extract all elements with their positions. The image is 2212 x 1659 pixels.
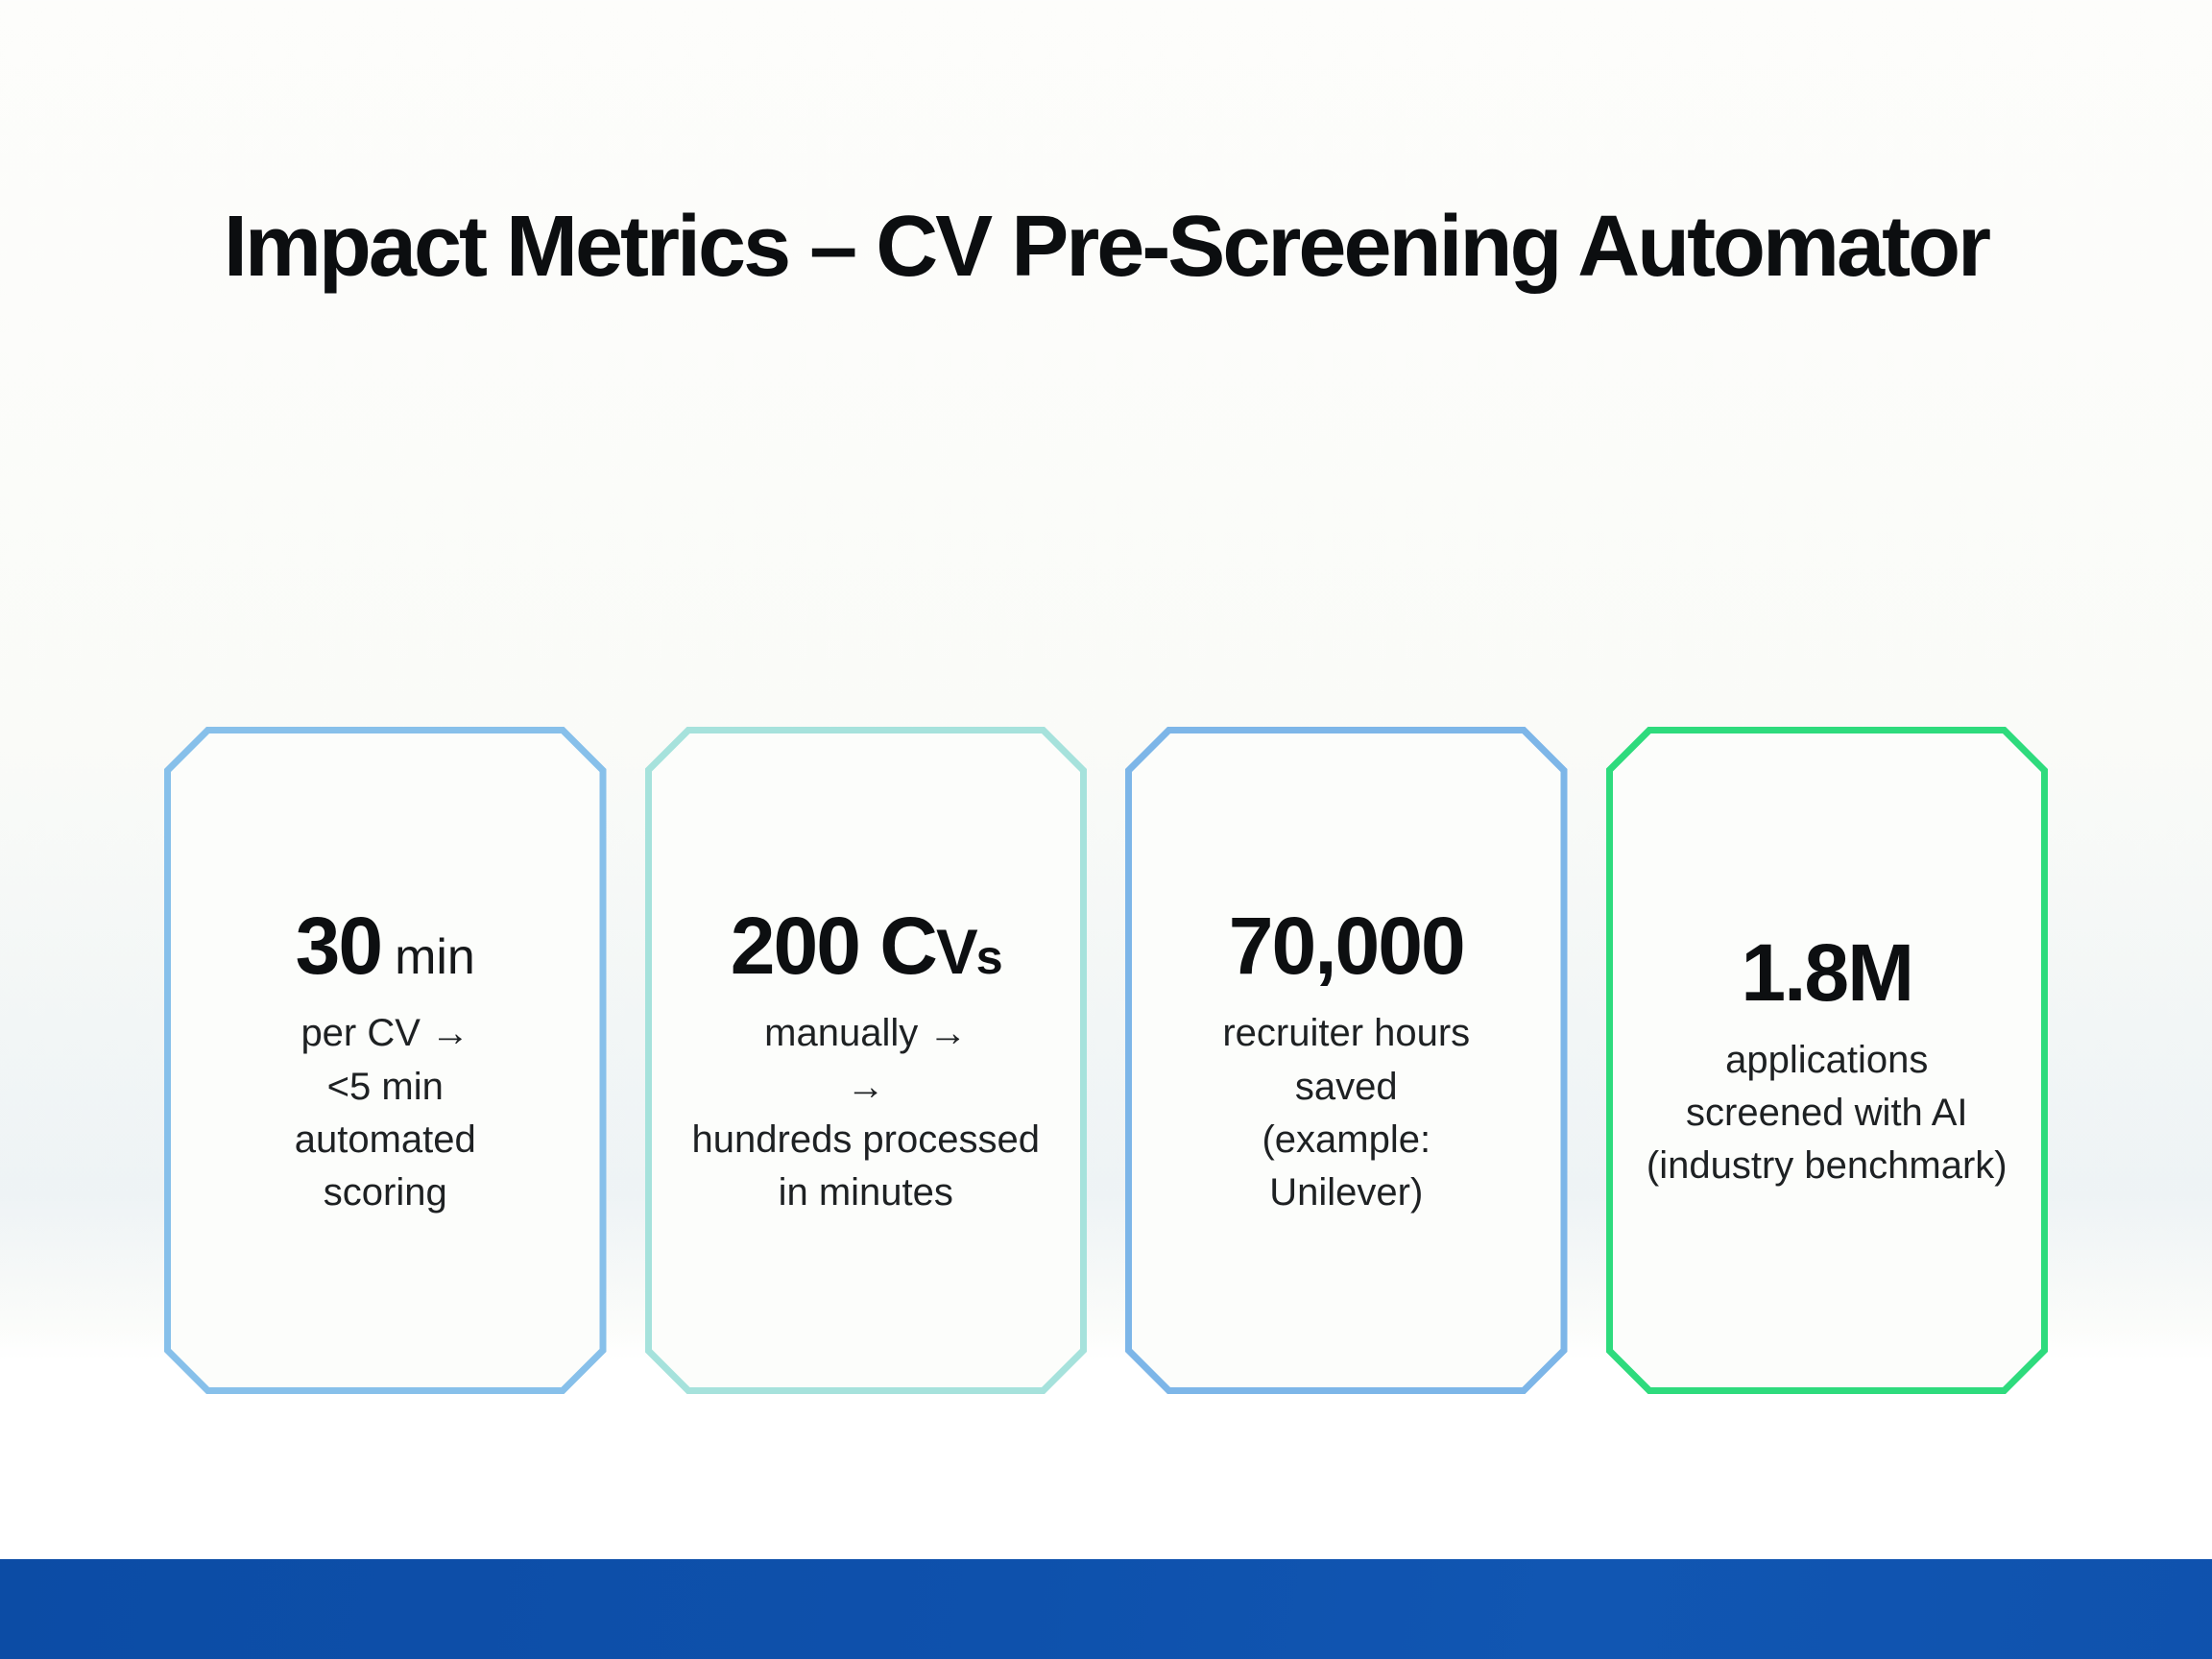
bottom-accent-bar xyxy=(0,1559,2212,1659)
card-border: 70,000 recruiter hours saved (example: U… xyxy=(1125,727,1568,1394)
stat-description: applications screened with AI (industry … xyxy=(1646,1038,2008,1188)
stat-unit: min xyxy=(395,928,475,985)
stat-line: 30 min xyxy=(296,902,475,990)
stat-value: 70,000 xyxy=(1228,900,1464,991)
stat-description: manually → → hundreds processed in minut… xyxy=(691,1012,1040,1214)
stat-value: 200 C xyxy=(730,900,936,991)
card-body: 30 min per CV → <5 min automated scoring xyxy=(171,733,600,1387)
card-border: 200 CVs manually → → hundreds processed … xyxy=(645,727,1088,1394)
stat-line: 200 CVs xyxy=(731,902,1001,990)
stat-value-small: s xyxy=(975,928,1001,984)
card-body: 1.8M applications screened with AI (indu… xyxy=(1613,733,2042,1387)
stat-description: per CV → <5 min automated scoring xyxy=(294,1012,476,1214)
card-border: 30 min per CV → <5 min automated scoring xyxy=(164,727,607,1394)
card-border: 1.8M applications screened with AI (indu… xyxy=(1606,727,2049,1394)
metric-card-manual-time-per-cv: 30 min per CV → <5 min automated scoring xyxy=(164,727,607,1394)
stat-description: recruiter hours saved (example: Unilever… xyxy=(1222,1012,1471,1214)
page-title: Impact Metrics – CV Pre-Screening Automa… xyxy=(223,199,1991,295)
metric-card-applications-screened: 1.8M applications screened with AI (indu… xyxy=(1606,727,2049,1394)
stat-value-mid: V xyxy=(935,916,976,987)
card-body: 70,000 recruiter hours saved (example: U… xyxy=(1132,733,1561,1387)
stat-line: 70,000 xyxy=(1229,902,1464,990)
metrics-row: 30 min per CV → <5 min automated scoring … xyxy=(164,727,2048,1394)
metric-card-cvs-processed: 200 CVs manually → → hundreds processed … xyxy=(645,727,1088,1394)
stat-line: 1.8M xyxy=(1741,928,1912,1017)
metric-card-recruiter-hours-saved: 70,000 recruiter hours saved (example: U… xyxy=(1125,727,1568,1394)
card-body: 200 CVs manually → → hundreds processed … xyxy=(652,733,1081,1387)
stat-value: 1.8M xyxy=(1741,926,1913,1018)
stat-value: 30 xyxy=(295,900,382,991)
slide: Impact Metrics – CV Pre-Screening Automa… xyxy=(0,204,2212,1659)
